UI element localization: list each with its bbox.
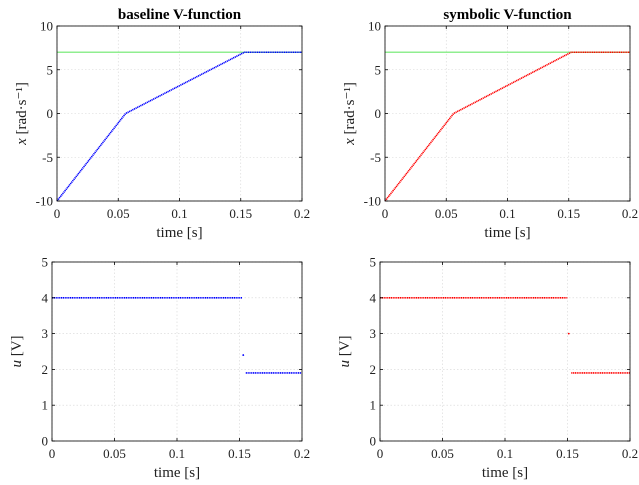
x-axis-label: time [s] [482, 465, 528, 481]
y-tick-label: 3 [370, 326, 377, 341]
y-tick-label: 5 [42, 255, 49, 270]
x-tick-label: 0.2 [622, 206, 638, 221]
y-tick-label: 10 [368, 19, 381, 34]
x-tick-label: 0.2 [622, 446, 638, 461]
y-axis-variable: x [342, 138, 358, 146]
x-tick-label: 0 [377, 446, 384, 461]
x-tick-label: 0.05 [107, 206, 130, 221]
y-tick-label: 0 [370, 434, 377, 449]
data-point [567, 332, 570, 335]
x-tick-label: 0.1 [499, 206, 515, 221]
y-tick-label: 5 [375, 62, 382, 77]
y-axis-unit: [rad·s⁻¹] [342, 82, 358, 138]
x-tick-label: 0.15 [228, 446, 251, 461]
chart-panel-3: 0 0.05 0.1 0.15 0.2 0 1 2 3 4 5 time [s] u [V] [9, 255, 310, 482]
y-tick-label: 2 [370, 362, 377, 377]
y-tick-label: -5 [370, 150, 381, 165]
y-axis-variable: u [337, 360, 353, 368]
x-tick-label: 0.15 [557, 206, 580, 221]
y-tick-label: 1 [370, 398, 377, 413]
y-tick-label: 5 [370, 255, 377, 270]
series-line-2 [56, 51, 302, 202]
x-tick-label: 0.05 [103, 446, 126, 461]
x-tick-label: 0.1 [171, 206, 187, 221]
x-tick-label: 0.2 [294, 206, 310, 221]
y-axis-label: x [rad·s⁻¹] [14, 82, 30, 146]
x-tick-label: 0 [54, 206, 61, 221]
data-point [242, 354, 245, 356]
chart-panel-1: 0 0.05 0.1 0.15 0.2 -10 -5 0 5 10 baseline V-funct… [14, 7, 310, 241]
axes-box [379, 261, 631, 442]
y-axis-variable: u [9, 360, 25, 368]
x-axis-label: time [s] [154, 465, 200, 481]
x-tick-label: 0.05 [435, 206, 458, 221]
x-tick-label: 0 [49, 446, 56, 461]
x-tick-label: 0.05 [431, 446, 454, 461]
x-tick-label: 0.15 [556, 446, 579, 461]
chart-panel-2: 0 0.05 0.1 0.15 0.2 -10 -5 0 5 10 symbolic V-funct… [342, 7, 638, 241]
y-tick-label: 5 [47, 62, 54, 77]
x-axis-label: time [s] [156, 225, 202, 241]
x-axis-label: time [s] [484, 225, 530, 241]
y-tick-label: 3 [42, 326, 49, 341]
y-tick-label: -10 [364, 194, 381, 209]
y-tick-label: 4 [42, 290, 49, 305]
x-tick-label: 0.1 [169, 446, 185, 461]
x-tick-label: 0 [382, 206, 389, 221]
chart-panel-4: 0 0.05 0.1 0.15 0.2 0 1 2 3 4 5 time [s] u [V] [337, 255, 638, 482]
y-tick-label: 10 [40, 19, 53, 34]
y-axis-unit: [V] [337, 335, 353, 360]
chart-title: symbolic V-function [443, 7, 572, 23]
y-tick-label: -10 [36, 194, 53, 209]
y-axis-variable: x [14, 138, 30, 146]
y-tick-label: -5 [42, 150, 53, 165]
x-tick-label: 0.15 [229, 206, 252, 221]
y-tick-label: 0 [47, 106, 54, 121]
y-axis-label: u [V] [337, 335, 353, 367]
axes-box [51, 261, 303, 442]
x-tick-label: 0.2 [294, 446, 310, 461]
y-tick-label: 0 [375, 106, 382, 121]
y-tick-label: 2 [42, 362, 49, 377]
y-axis-unit: [rad·s⁻¹] [14, 82, 30, 138]
y-axis-unit: [V] [9, 335, 25, 360]
y-axis-label: x [rad·s⁻¹] [342, 82, 358, 146]
series-line-2 [384, 51, 630, 202]
y-axis-label: u [V] [9, 335, 25, 367]
y-tick-label: 4 [370, 290, 377, 305]
y-tick-label: 0 [42, 434, 49, 449]
chart-title: baseline V-function [118, 7, 242, 23]
x-tick-label: 0.1 [497, 446, 513, 461]
y-tick-label: 1 [42, 398, 49, 413]
